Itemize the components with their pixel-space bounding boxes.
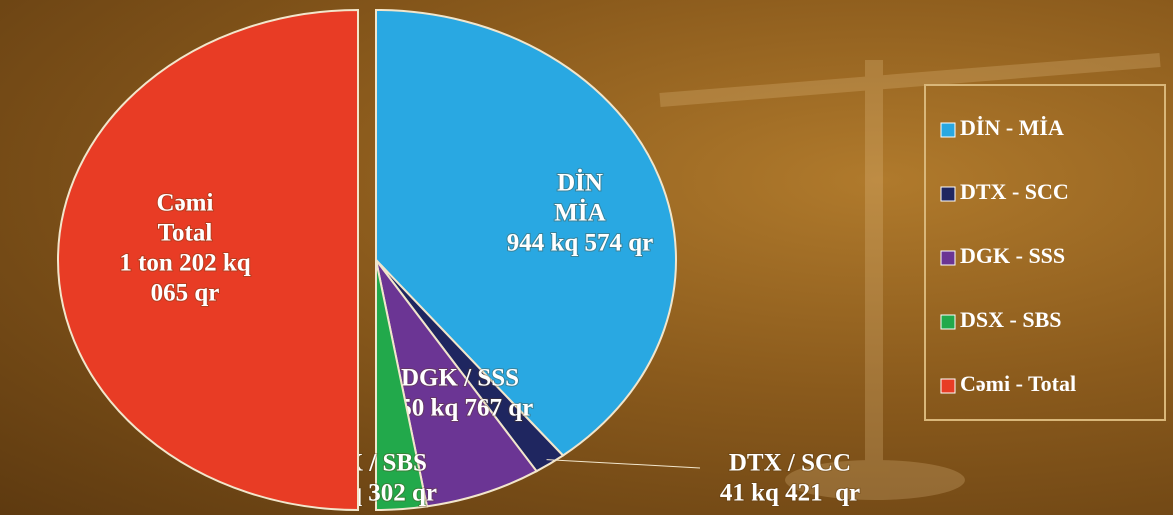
pie-slice	[57, 8, 359, 512]
legend-swatch	[940, 378, 956, 394]
legend-swatch	[940, 122, 956, 138]
legend-label: Cəmi - Total	[960, 371, 1076, 396]
slice-label: DİN	[557, 169, 603, 197]
slice-label: Cəmi	[157, 190, 214, 217]
pie-slice	[375, 259, 539, 508]
slice-label: 1 ton 202 kq	[119, 250, 250, 277]
legend-box	[924, 84, 1166, 421]
legend-swatch	[940, 250, 956, 266]
legend-label: DGK - SSS	[960, 243, 1065, 268]
slice-label: Total	[158, 220, 213, 247]
pie-slice	[375, 8, 677, 457]
legend-label: DİN - MİA	[960, 115, 1064, 140]
slice-label: DGK / SSS	[401, 365, 519, 392]
legend-swatch	[940, 186, 956, 202]
scales-decoration	[659, 53, 1161, 500]
slice-label: 41 kq 421 qr	[720, 480, 860, 507]
slice-label: 065 qr	[151, 280, 220, 307]
leader-line	[546, 459, 701, 469]
slice-label: 150 kq 767 qr	[387, 395, 534, 422]
legend-swatch	[940, 314, 956, 330]
pie-slice	[375, 259, 429, 512]
slice-label: 944 kq 574 qr	[507, 230, 654, 257]
legend-label: DSX - SBS	[960, 307, 1061, 332]
legend-label: DTX - SCC	[960, 179, 1069, 204]
slice-label: DTX / SCC	[729, 450, 851, 477]
slice-label: MİA	[554, 199, 605, 227]
